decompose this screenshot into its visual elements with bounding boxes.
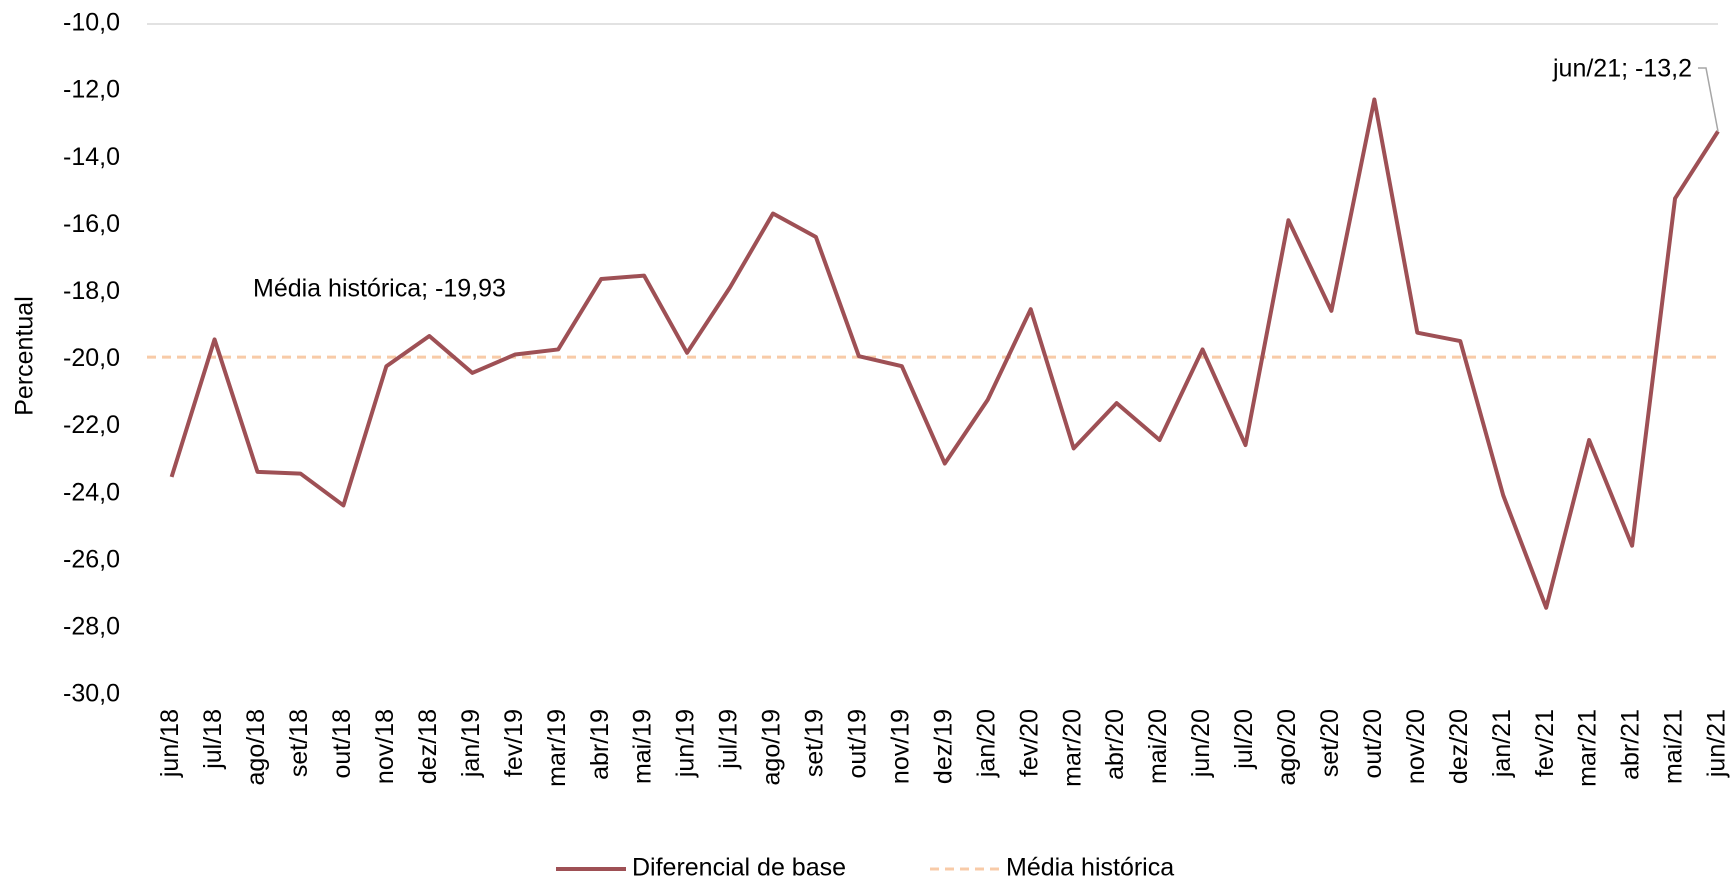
- y-tick-label: -16,0: [63, 210, 120, 238]
- x-tick-label: jul/19: [715, 709, 743, 770]
- x-tick-label: nov/20: [1402, 709, 1430, 784]
- x-tick-label: jun/20: [1187, 709, 1215, 778]
- x-tick-label: out/19: [843, 709, 871, 779]
- x-tick-label: mar/19: [543, 709, 571, 787]
- y-tick-label: -26,0: [63, 545, 120, 573]
- x-tick-label: jul/18: [199, 709, 227, 770]
- x-tick-label: mai/20: [1144, 709, 1172, 784]
- x-tick-label: abr/21: [1617, 709, 1645, 780]
- annotation-leader: [1698, 67, 1719, 132]
- x-tick-label: mai/19: [629, 709, 657, 784]
- annotation: jun/21; -13,2: [1552, 55, 1692, 83]
- data-line: [169, 97, 1720, 610]
- x-tick-label: jun/18: [156, 709, 184, 778]
- x-tick-label: ago/19: [758, 709, 786, 785]
- x-tick-label: out/20: [1359, 709, 1387, 779]
- x-tick-label: abr/20: [1101, 709, 1129, 780]
- y-tick-label: -28,0: [63, 613, 120, 641]
- legend-label: Média histórica: [1006, 854, 1174, 882]
- x-tick-label: jan/21: [1488, 709, 1516, 778]
- x-tick-label: ago/20: [1273, 709, 1301, 785]
- y-tick-label: -12,0: [63, 76, 120, 104]
- y-tick-label: -10,0: [63, 9, 120, 37]
- y-tick-label: -20,0: [63, 344, 120, 372]
- x-tick-label: mar/20: [1058, 709, 1086, 787]
- x-tick-label: dez/18: [414, 709, 442, 784]
- x-tick-label: abr/19: [586, 709, 614, 780]
- x-tick-label: fev/21: [1531, 709, 1559, 777]
- y-tick-label: -30,0: [63, 680, 120, 708]
- annotation: Média histórica; -19,93: [253, 275, 506, 303]
- x-tick-label: fev/20: [1015, 709, 1043, 777]
- x-tick-label: fev/19: [500, 709, 528, 777]
- y-tick-label: -24,0: [63, 478, 120, 506]
- x-tick-label: nov/19: [886, 709, 914, 784]
- legend-label: Diferencial de base: [632, 854, 846, 882]
- x-tick-label: jun/19: [672, 709, 700, 778]
- y-tick-label: -14,0: [63, 143, 120, 171]
- y-tick-label: -18,0: [63, 277, 120, 305]
- x-tick-label: dez/20: [1445, 709, 1473, 784]
- x-tick-label: mar/21: [1574, 709, 1602, 787]
- x-tick-label: jul/20: [1230, 709, 1258, 770]
- x-tick-label: nov/18: [371, 709, 399, 784]
- x-tick-label: jan/19: [457, 709, 485, 778]
- x-tick-label: ago/18: [242, 709, 270, 785]
- y-axis-label: Percentual: [11, 296, 39, 416]
- x-tick-label: dez/19: [929, 709, 957, 784]
- x-tick-label: mai/21: [1660, 709, 1688, 784]
- x-tick-label: out/18: [328, 709, 356, 779]
- x-tick-label: set/19: [801, 709, 829, 777]
- x-tick-label: jan/20: [972, 709, 1000, 778]
- x-tick-label: set/18: [285, 709, 313, 777]
- x-tick-label: set/20: [1316, 709, 1344, 777]
- y-tick-label: -22,0: [63, 411, 120, 439]
- x-tick-label: jun/21: [1703, 709, 1731, 778]
